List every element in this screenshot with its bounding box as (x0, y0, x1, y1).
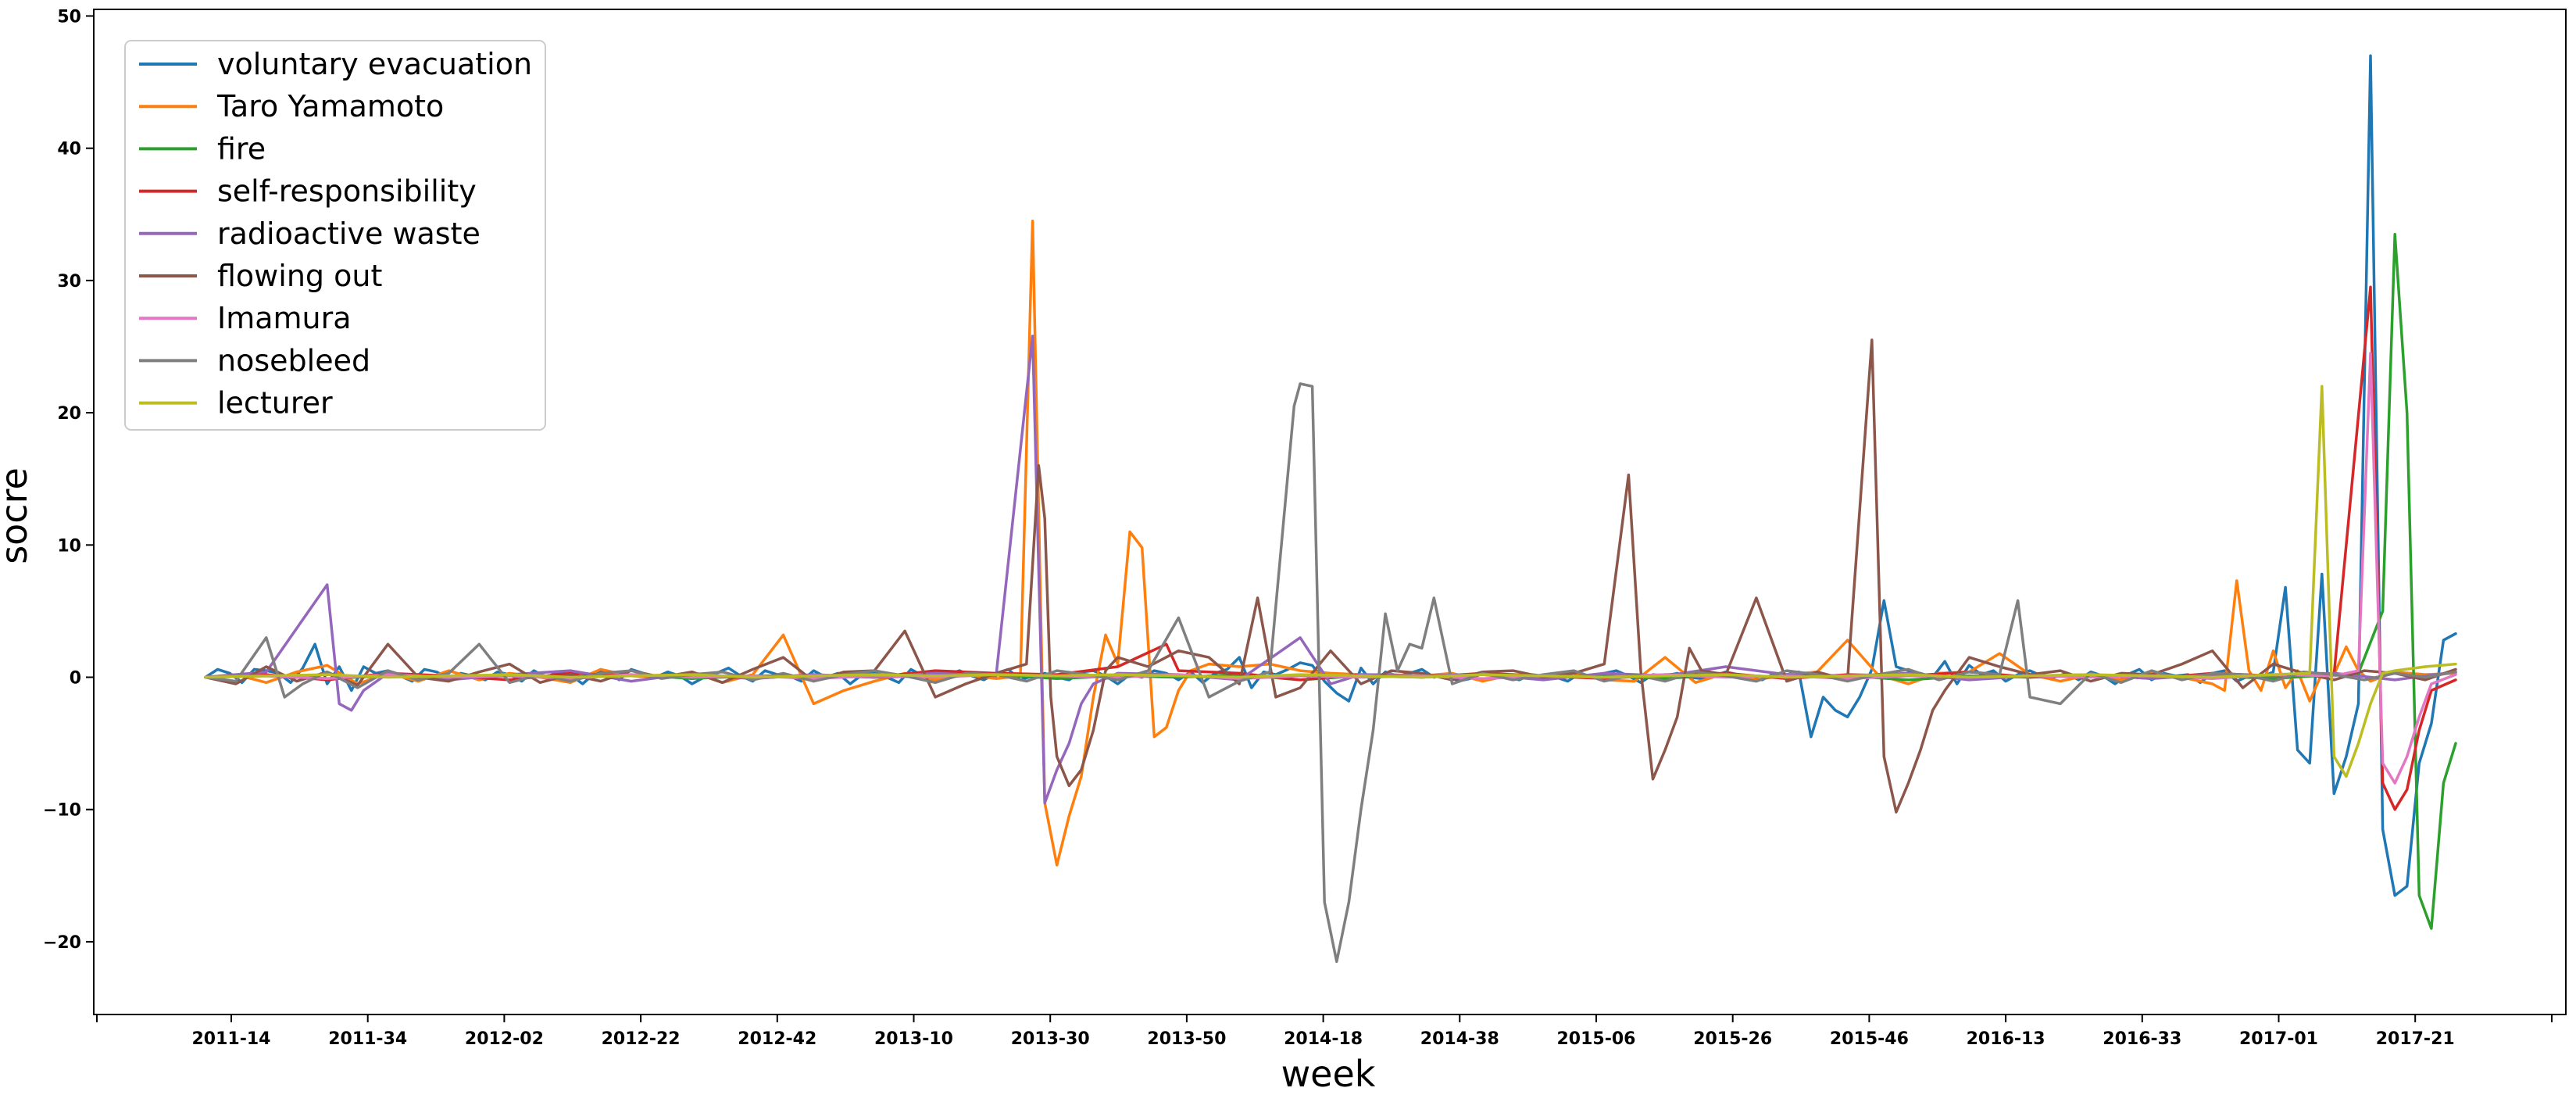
x-tick-label: 2015-46 (1830, 1029, 1909, 1049)
x-tick-label: 2013-30 (1011, 1029, 1090, 1049)
y-axis-title: socre (0, 467, 35, 564)
plot-frame (93, 9, 2567, 1015)
x-tick-label: 2016-33 (2103, 1029, 2181, 1049)
series-layer (204, 54, 2457, 964)
x-tick-label: 2014-38 (1420, 1029, 1499, 1049)
y-tick-label: 50 (57, 7, 81, 27)
x-tick-label: 2012-02 (465, 1029, 544, 1049)
y-tick-label: 0 (70, 669, 81, 689)
x-tick-label: 2013-50 (1147, 1029, 1226, 1049)
x-tick-label: 2015-06 (1557, 1029, 1636, 1049)
legend-label: flowing out (217, 259, 382, 293)
y-tick-label: −20 (43, 933, 81, 953)
x-tick-label: 2012-22 (602, 1029, 681, 1049)
legend-label: Imamura (217, 301, 352, 335)
x-tick-label: 2012-42 (738, 1029, 816, 1049)
x-tick-label: 2016-13 (1967, 1029, 2045, 1049)
x-tick-label: 2011-34 (328, 1029, 407, 1049)
legend-label: Taro Yamamoto (216, 89, 444, 123)
x-axis-title: week (1281, 1053, 1376, 1095)
legend: voluntary evacuation Taro Yamamoto fire sel… (124, 40, 546, 431)
series-line-lecturer (204, 385, 2457, 778)
y-tick-label: 30 (57, 272, 81, 292)
x-tick-label: 2015-26 (1693, 1029, 1772, 1049)
x-tick-label: 2011-14 (192, 1029, 271, 1049)
legend-label: self-responsibility (217, 174, 477, 209)
x-tick-label: 2014-18 (1284, 1029, 1363, 1049)
series-line-nosebleed (204, 382, 2457, 964)
y-tick-label: −10 (43, 801, 81, 821)
plot-area (93, 9, 2567, 1015)
axes-layer: −20 −10 0 10 20 30 40 50 2011-14 2011-34 2012-02 20… (43, 7, 2553, 1049)
legend-label: voluntary evacuation (217, 47, 532, 81)
legend-box (124, 40, 546, 431)
x-tick-label: 2013-10 (874, 1029, 953, 1049)
x-tick-label: 2017-01 (2239, 1029, 2318, 1049)
y-tick-label: 10 (57, 536, 81, 556)
x-tick-label: 2017-21 (2376, 1029, 2455, 1049)
y-tick-label: 20 (57, 404, 81, 424)
legend-label: radioactive waste (217, 216, 481, 251)
legend-label: nosebleed (217, 343, 370, 378)
legend-label: fire (217, 131, 266, 166)
y-tick-label: 40 (57, 140, 81, 159)
legend-label: lecturer (217, 386, 333, 420)
